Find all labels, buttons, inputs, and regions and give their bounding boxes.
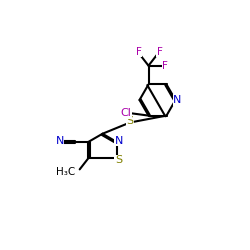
Text: F: F [162,61,168,71]
Text: F: F [136,47,141,57]
Text: F: F [157,47,163,57]
Text: N: N [173,95,182,105]
Text: N: N [114,136,123,145]
Text: N: N [56,136,64,145]
Text: Cl: Cl [120,108,132,118]
Text: S: S [126,116,134,126]
Text: S: S [115,155,122,165]
Text: H₃C: H₃C [56,167,75,177]
